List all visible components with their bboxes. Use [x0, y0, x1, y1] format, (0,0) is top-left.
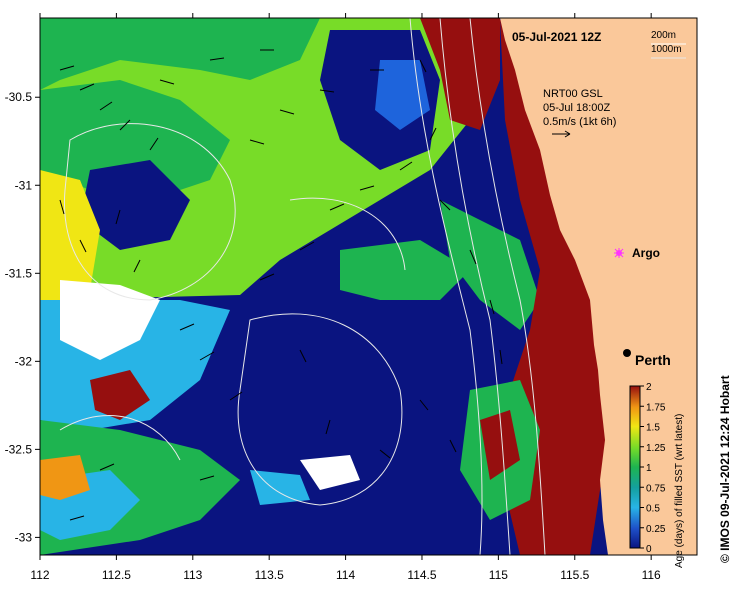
x-tick-label: 113	[183, 568, 202, 582]
x-tick-label: 114	[336, 568, 355, 582]
y-tick-label: -32	[15, 354, 33, 368]
colorbar-tick-label: 0.75	[646, 483, 666, 494]
perth-marker	[623, 349, 631, 357]
credit-text: © IMOS 09-Jul-2021 12:24 Hobart	[718, 375, 732, 563]
colorbar-tick-label: 2	[646, 382, 652, 393]
current-note-line-1: NRT00 GSL	[543, 88, 603, 100]
x-axis: 112 112.5 113 113.5 114 114.5 115 115.5 116	[30, 13, 661, 582]
argo-label: Argo	[632, 246, 660, 260]
x-tick-label: 114.5	[407, 568, 436, 582]
y-tick-label: -31.5	[5, 266, 33, 280]
current-note-line-3: 0.5m/s (1kt 6h)	[543, 116, 616, 128]
map-frame	[39, 17, 698, 556]
current-vectors	[59, 49, 503, 521]
y-axis: -30.5 -31 -31.5 -32 -32.5 -33	[5, 90, 40, 544]
x-tick-label: 115.5	[560, 568, 589, 582]
colorbar-tick-label: 1.75	[646, 402, 666, 413]
x-tick-label: 113.5	[255, 568, 284, 582]
depth-label-200m: 200m	[651, 30, 676, 41]
depth-label-1000m: 1000m	[651, 44, 682, 55]
colorbar-ticks: 2 1.75 1.5 1.25 1 0.75 0.5 0.25 0	[640, 382, 666, 555]
land-western-australia	[500, 18, 697, 555]
x-tick-label: 112.5	[102, 568, 131, 582]
current-scale-arrow	[552, 130, 571, 138]
y-tick-label: -32.5	[5, 442, 33, 456]
bathymetry-contours	[59, 18, 546, 555]
date-title: 05-Jul-2021 12Z	[512, 30, 601, 44]
colorbar-tick-label: 0	[646, 544, 652, 555]
y-tick-label: -33	[15, 530, 33, 544]
x-tick-label: 116	[642, 568, 661, 582]
sst-age-field	[40, 18, 610, 555]
colorbar-tick-label: 0.5	[646, 504, 660, 515]
colorbar-tick-label: 1	[646, 463, 652, 474]
y-tick-label: -31	[15, 178, 33, 192]
x-tick-label: 115	[489, 568, 508, 582]
colorbar-tick-label: 0.25	[646, 524, 666, 535]
x-tick-label: 112	[30, 568, 49, 582]
colorbar	[629, 385, 641, 549]
colorbar-label: Age (days) of filled SST (wrt latest)	[674, 414, 685, 568]
argo-marker	[614, 248, 624, 258]
colorbar-tick-label: 1.25	[646, 443, 666, 454]
perth-label: Perth	[635, 352, 671, 368]
current-note-line-2: 05-Jul 18:00Z	[543, 102, 611, 114]
colorbar-tick-label: 1.5	[646, 423, 660, 434]
y-tick-label: -30.5	[5, 90, 33, 104]
